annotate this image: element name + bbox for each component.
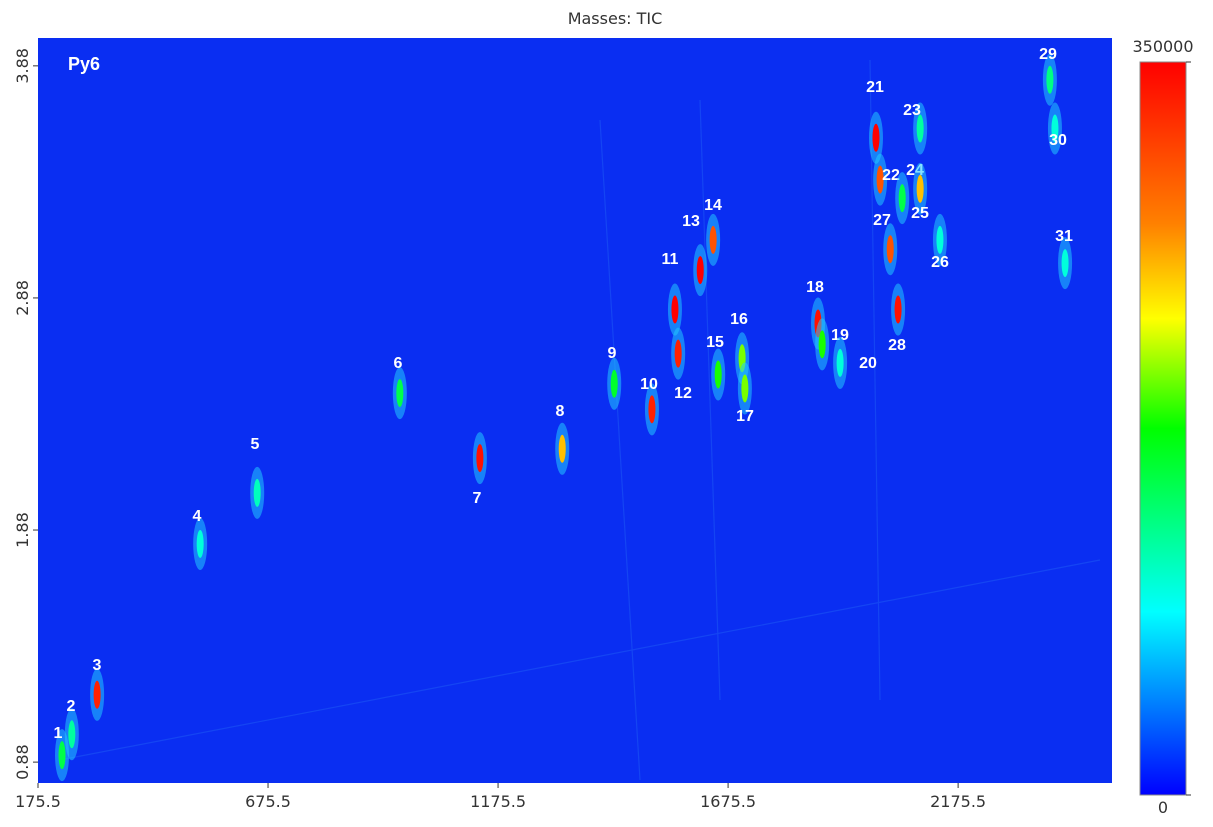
y-tick-label: 3.88 [13,48,32,84]
peak [253,478,261,507]
colorbar-tick-label: 350000 [1132,37,1193,56]
peak [916,114,924,143]
peak [741,374,749,403]
chart-title: Masses: TIC [568,9,663,28]
peak-label: 23 [903,102,921,119]
x-tick-label: 175.5 [15,792,61,811]
peak [648,395,656,424]
peak-label: 22 [882,167,900,184]
peak [68,720,76,749]
peak-label: 16 [730,311,748,328]
peak-label: 27 [873,212,891,229]
peak-label: 15 [706,334,724,351]
peak-label: 5 [251,436,260,453]
peak [886,235,894,264]
peak [894,295,902,324]
peak [709,225,717,254]
peak [872,123,880,152]
peak-label: 17 [736,408,754,425]
peak [196,529,204,558]
peak [898,184,906,213]
background-streaks [59,59,1101,781]
x-tick-label: 1675.5 [700,792,756,811]
peak-label: 19 [831,327,849,344]
peak [714,360,722,389]
y-tick-label: 2.88 [13,280,32,316]
x-tick-label: 675.5 [245,792,291,811]
peak-label: 9 [608,345,617,362]
peak-label: 30 [1049,132,1067,149]
peak-label: 31 [1055,228,1073,245]
peak [1051,114,1059,143]
peak-label: 10 [640,376,658,393]
peak-label: 21 [866,79,884,96]
peak-label: 8 [556,403,565,420]
plot-area [38,38,1112,783]
peak [818,330,826,359]
peak-label: 20 [859,355,877,372]
peak [1046,65,1054,94]
peak [396,379,404,408]
peak [58,741,66,770]
peak-label: 29 [1039,46,1057,63]
peak-label: 4 [193,508,202,525]
peak-label: 7 [473,490,482,507]
y-tick-label: 1.88 [13,512,32,548]
peak [610,369,618,398]
peak-label: 28 [888,337,906,354]
peak [696,256,704,285]
peak [916,174,924,203]
peak [1061,249,1069,278]
peak [93,680,101,709]
peak [836,348,844,377]
peak-label: 13 [682,213,700,230]
peak-label: 25 [911,205,929,222]
peak-label: 14 [704,197,722,214]
peak [558,434,566,463]
peak-label: 1 [54,725,63,742]
peak-label: 2 [67,698,76,715]
colorbar [1139,61,1187,796]
peak [671,295,679,324]
sample-label: Py6 [68,54,100,74]
peak [876,165,884,194]
y-tick-label: 0.88 [13,744,32,780]
peak-label: 11 [662,251,679,268]
colorbar-tick-label: 0 [1158,798,1168,817]
peak-label: 26 [931,254,949,271]
peak [936,225,944,254]
peak-label: 6 [394,355,403,372]
peak-label: 12 [674,385,692,402]
peak [476,444,484,473]
x-tick-label: 1175.5 [470,792,526,811]
x-tick-label: 2175.5 [930,792,986,811]
peak [674,339,682,368]
peak-label: 18 [806,279,824,296]
peak-label: 3 [93,657,102,674]
